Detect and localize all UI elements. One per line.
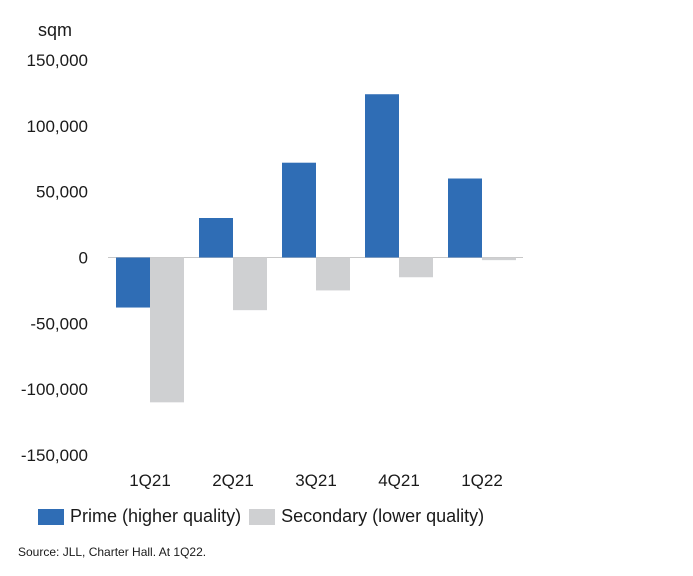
legend-label-prime: Prime (higher quality) [70,506,242,526]
y-unit-label: sqm [38,20,72,40]
legend-item-secondary: Secondary (lower quality) [249,506,484,527]
legend-swatch-secondary [249,508,276,525]
legend-swatch-prime [38,508,64,525]
legend-label-secondary: Secondary (lower quality) [281,506,485,526]
x-axis: 1Q21 2Q21 3Q21 4Q21 1Q22 [129,471,503,490]
x-tick-label: 4Q21 [378,471,420,490]
y-tick-label: 0 [79,249,88,268]
bar-prime-4Q21 [365,94,399,258]
legend-item-prime: Prime (higher quality) [38,506,241,527]
bar-secondary-1Q21 [150,257,184,403]
y-tick-label: 50,000 [36,183,88,202]
x-tick-label: 2Q21 [212,471,254,490]
x-tick-label: 3Q21 [295,471,337,490]
x-tick-label: 1Q22 [461,471,503,490]
bar-secondary-4Q21 [399,257,433,278]
bar-prime-1Q22 [448,178,482,258]
bar-chart: sqm 150,000 100,000 50,000 0 -50,000 -100,000… [21,20,523,490]
bar-prime-1Q21 [116,257,150,308]
bars [116,94,516,403]
bar-prime-3Q21 [282,162,316,258]
bar-secondary-3Q21 [316,257,350,291]
y-tick-label: -50,000 [30,314,88,333]
x-tick-label: 1Q21 [129,471,171,490]
source-note: Source: JLL, Charter Hall. At 1Q22. [18,545,207,559]
y-tick-label: -150,000 [21,446,88,465]
y-axis: 150,000 100,000 50,000 0 -50,000 -100,000 -150… [21,51,88,465]
y-tick-label: -100,000 [21,380,88,399]
y-tick-label: 150,000 [27,51,88,70]
bar-prime-2Q21 [199,218,233,258]
y-tick-label: 100,000 [27,117,88,136]
legend: Prime (higher quality) Secondary (lower … [38,506,492,527]
bar-secondary-1Q22 [482,257,516,261]
bar-secondary-2Q21 [233,257,267,311]
